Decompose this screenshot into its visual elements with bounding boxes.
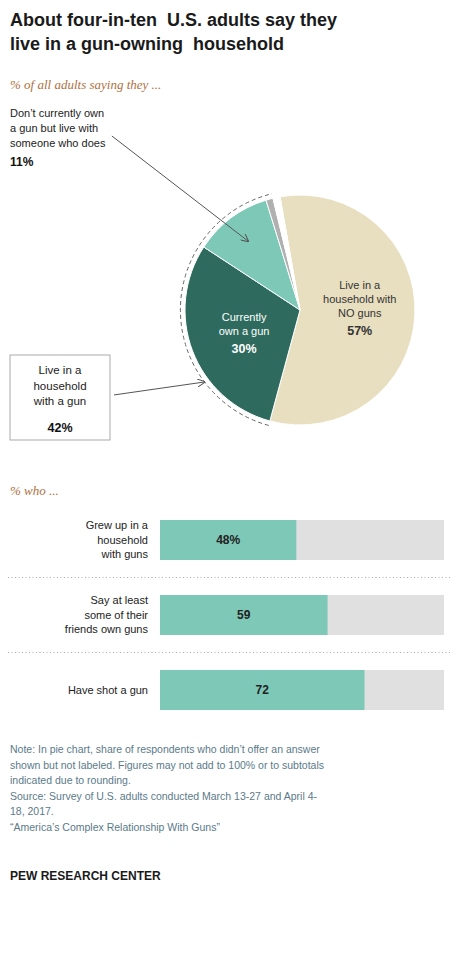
text-line: indicated due to rounding. <box>10 774 131 786</box>
bar <box>160 670 364 710</box>
note: Note: In pie chart, share of respondents… <box>10 743 324 833</box>
bar-track <box>160 595 444 635</box>
text-line: % of all adults saying they ... <box>10 77 161 92</box>
text-line: someone who does <box>10 137 106 149</box>
text-line: Live in a <box>339 279 381 291</box>
text-line: Don’t currently own <box>10 107 104 119</box>
text-line: 18, 2017. <box>10 805 54 817</box>
text-line: Source: Survey of U.S. adults conducted … <box>10 790 318 802</box>
annotation-box <box>10 355 110 440</box>
text-line: “America’s Complex Relationship With Gun… <box>10 821 220 833</box>
footer: PEW RESEARCH CENTER <box>10 869 161 883</box>
data-label: 59 <box>237 608 251 622</box>
slice-category: Live in a household with NO guns <box>323 279 396 319</box>
text-line: Note: In pie chart, share of respondents… <box>10 743 320 755</box>
text-line: shown but not labeled. Figures may not a… <box>10 759 324 771</box>
title: About four-in-ten U.S. adults say they li… <box>10 10 337 54</box>
text-line: some of their <box>84 609 148 621</box>
slice-label: 11% <box>10 155 34 169</box>
text-line: Live in a <box>39 364 82 376</box>
text-line: % who ... <box>10 483 59 498</box>
slice-label: 30% <box>232 342 257 356</box>
group-arc <box>180 194 271 426</box>
bar-track <box>160 670 444 710</box>
bars <box>160 520 444 710</box>
text-line: Have shot a gun <box>68 684 148 696</box>
chart-canvas: About four-in-ten U.S. adults say they li… <box>0 0 459 960</box>
text-line: a gun but live with <box>10 122 98 134</box>
bar-track <box>160 520 444 560</box>
text-line: household <box>97 534 148 546</box>
data-label: 48% <box>216 533 240 547</box>
annotation-arrow <box>114 382 204 395</box>
pie <box>185 195 415 425</box>
bar <box>160 595 328 635</box>
annotation-text: Live in a household with a gun <box>33 364 87 407</box>
bar-subtitle: % who ... <box>10 483 59 498</box>
text-line: own a gun <box>219 325 270 337</box>
text-line: 57% <box>347 324 372 338</box>
slice-category: Don’t currently own a gun but live with so… <box>10 107 106 149</box>
subtitle: % of all adults saying they ... <box>10 77 161 92</box>
text-line: 59 <box>237 608 251 622</box>
text-line: friends own guns <box>65 623 149 635</box>
slice-arrow <box>112 136 248 241</box>
text-line: 72 <box>256 683 270 697</box>
category-label: Grew up in a household with guns <box>86 519 149 560</box>
text-line: 42% <box>47 421 72 435</box>
text-line: with guns <box>101 548 149 560</box>
text-line: 11% <box>10 155 34 169</box>
text-line: live in a gun-owning household <box>10 34 284 54</box>
annotation-label: 42% <box>47 421 72 435</box>
row-separator <box>8 652 451 653</box>
text-line: About four-in-ten U.S. adults say they <box>10 10 337 30</box>
slice-category: Currently own a gun <box>219 311 270 337</box>
row-separator <box>8 577 451 578</box>
text-line: 48% <box>216 533 240 547</box>
text-line: household with <box>323 293 396 305</box>
text-line: with a gun <box>33 395 86 407</box>
text-line: PEW RESEARCH CENTER <box>10 869 161 883</box>
text-line: Grew up in a <box>86 519 149 531</box>
data-label: 72 <box>256 683 270 697</box>
bar <box>160 520 296 560</box>
text-line: NO guns <box>338 307 382 319</box>
text-line: 30% <box>232 342 257 356</box>
text-line: Say at least <box>91 594 148 606</box>
text-line: household <box>33 380 86 392</box>
pie-slice <box>273 197 300 310</box>
slice-label: 57% <box>347 324 372 338</box>
category-label: Have shot a gun <box>68 684 148 696</box>
text-line: Currently <box>222 311 267 323</box>
category-label: Say at least some of their friends own gun… <box>65 594 149 635</box>
